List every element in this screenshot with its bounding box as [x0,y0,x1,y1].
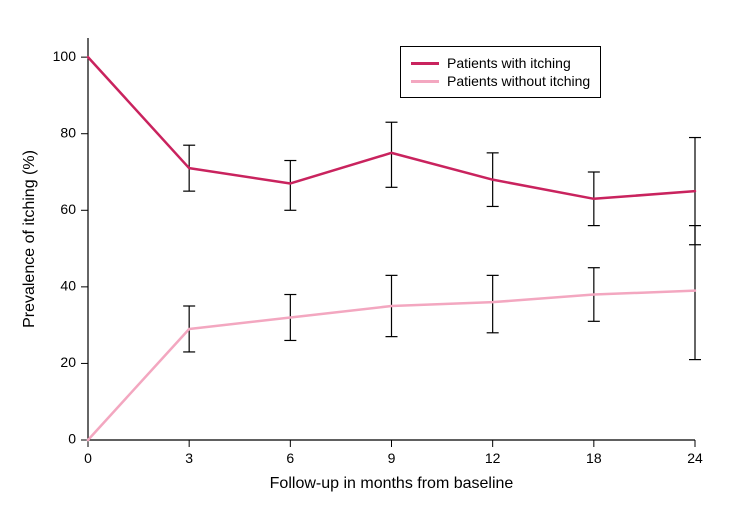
legend-label: Patients with itching [447,55,571,71]
legend-label: Patients without itching [447,73,590,89]
legend-item-without-itching: Patients without itching [411,73,590,89]
svg-text:60: 60 [60,201,76,217]
svg-text:Follow-up in months from basel: Follow-up in months from baseline [270,475,514,492]
chart-container: 0 20 40 60 80 100 0 3 6 9 12 18 24 Follow-up in month… [0,0,735,518]
svg-text:24: 24 [687,450,703,466]
svg-text:6: 6 [286,450,294,466]
svg-text:20: 20 [60,354,76,370]
svg-text:Prevalence of itching (%): Prevalence of itching (%) [21,150,38,328]
chart-svg: 0 20 40 60 80 100 0 3 6 9 12 18 24 Follow-up in month… [0,0,735,518]
svg-text:0: 0 [84,450,92,466]
svg-text:0: 0 [68,431,76,447]
svg-text:100: 100 [53,48,77,64]
legend: Patients with itching Patients without i… [400,46,601,98]
svg-text:18: 18 [586,450,602,466]
svg-text:9: 9 [388,450,396,466]
svg-text:40: 40 [60,278,76,294]
svg-text:12: 12 [485,450,501,466]
legend-swatch-icon [411,62,439,65]
legend-item-with-itching: Patients with itching [411,55,590,71]
legend-swatch-icon [411,80,439,83]
svg-text:80: 80 [60,124,76,140]
svg-text:3: 3 [185,450,193,466]
